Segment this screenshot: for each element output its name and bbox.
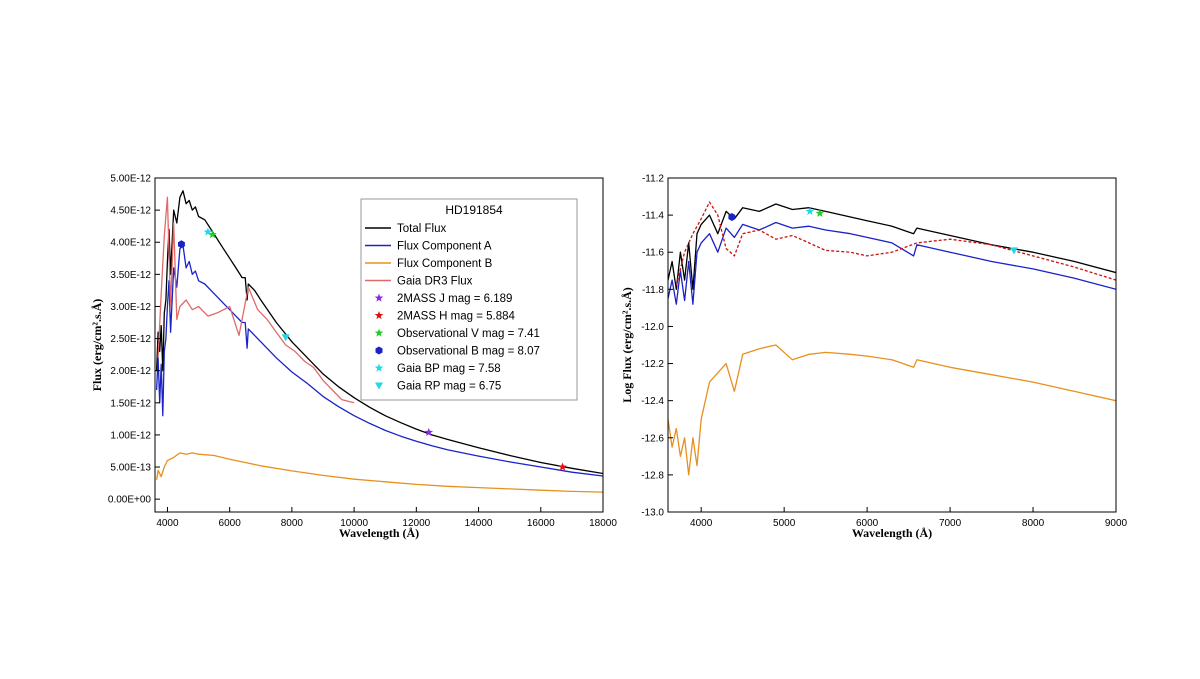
x-tick-label: 5000 [773,518,796,529]
x-axis-label: Wavelength (Å) [339,526,419,540]
series-line-flux-component-a [155,244,603,477]
x-tick-label: 4000 [690,518,713,529]
series-line-flux-component-a [668,221,1116,305]
y-tick-label: -12.8 [641,470,664,481]
y-tick-label: 4.00E-12 [110,238,151,249]
legend-entry-label: Total Flux [397,223,446,235]
data-marker-gaia-bp-mag [805,206,815,215]
x-tick-label: 9000 [1105,518,1128,529]
y-tick-label: 5.00E-12 [110,174,151,185]
legend-entry-label: Flux Component A [397,241,492,253]
y-tick-label: -11.6 [642,248,664,259]
x-tick-label: 6000 [219,518,242,529]
x-tick-label: 6000 [856,518,879,529]
x-tick-label: 8000 [1022,518,1045,529]
data-marker-observational-b-mag [178,240,185,249]
chart-panel-1: 4000 6000 8000 10000 12000 14000 16000 18000 0.0… [90,174,617,541]
x-axis-label: Wavelength (Å) [852,526,932,540]
data-marker-gaia-rp-mag [1009,247,1018,255]
y-axis-label: Flux (erg/cm².s.Å) [90,299,104,392]
x-tick-label: 18000 [589,518,617,529]
legend-swatch-gaia-rp-mag [375,382,383,390]
chart-panel-2: 4000 5000 6000 7000 8000 9000 -13.0 -12.8 -12.6 -… [620,174,1128,541]
y-tick-label: -11.8 [642,285,664,296]
legend-entry-label: Observational B mag = 8.07 [397,346,540,358]
legend-entry-label: 2MASS J mag = 6.189 [397,293,512,305]
legend-swatch-observational-b-mag [375,346,383,355]
y-tick-label: -12.2 [641,359,664,370]
x-tick-label: 4000 [156,518,179,529]
data-marker-2mass-j-mag [424,427,434,436]
data-marker-observational-v-mag [208,230,217,239]
series-group [155,190,603,493]
data-marker-gaia-rp-mag [281,334,290,342]
y-tick-label: 4.50E-12 [110,206,151,217]
y-tick-label: -11.2 [642,174,664,185]
y-tick-label: 3.00E-12 [110,302,151,313]
y-tick-label: -11.4 [642,211,664,222]
series-line-flux-component-b [155,452,603,493]
y-tick-label: 3.50E-12 [110,270,151,281]
y-tick-label: -13.0 [641,508,664,519]
y-tick-label: 5.00E-13 [110,463,151,474]
legend-entry-label: Flux Component B [397,258,493,270]
y-tick-label: -12.6 [641,433,664,444]
data-marker-gaia-bp-mag [203,227,213,236]
series-line-gaia-dr3-flux [675,201,1116,286]
legend-entry-label: Gaia RP mag = 6.75 [397,381,501,393]
legend-entry-label: Gaia BP mag = 7.58 [397,363,501,375]
legend-box [360,198,578,401]
legend-entry-label: Observational V mag = 7.41 [397,328,540,340]
data-marker-observational-v-mag [815,208,825,217]
y-tick-label: 0.00E+00 [108,495,152,506]
legend-swatch-gaia-bp-mag [374,363,384,372]
x-tick-label: 7000 [939,518,962,529]
legend-swatch-observational-v-mag [374,328,384,337]
x-tick-label: 16000 [527,518,555,529]
data-marker-2mass-h-mag [558,462,567,471]
data-marker-observational-b-mag [728,213,736,221]
plot-frame [154,177,604,513]
y-tick-label: 2.00E-12 [110,366,151,377]
chart-legend: HD191854 Total Flux Flux Component A Flux C… [360,198,578,401]
plot-frame [667,177,1117,513]
x-tick-label: 10000 [340,518,368,529]
y-tick-label: -12.4 [641,396,664,407]
x-tick-label: 8000 [281,518,304,529]
y-tick-label: 1.50E-12 [110,398,151,409]
y-tick-label: -12.0 [641,322,664,333]
x-tick-label: 14000 [465,518,493,529]
legend-entry-label: 2MASS H mag = 5.884 [397,311,516,323]
y-axis-label: Log Flux (erg/cm².s.Å) [620,287,634,403]
legend-title: HD191854 [445,203,503,217]
y-tick-label: 2.50E-12 [110,334,151,345]
legend-swatch-2mass-j-mag [374,293,384,302]
legend-swatch-2mass-h-mag [374,311,384,320]
series-line-flux-component-b [668,344,1116,476]
y-tick-label: 1.00E-12 [110,430,151,441]
series-line-total-flux [668,203,1116,290]
series-group [668,201,1116,476]
series-line-gaia-dr3-flux [157,196,355,404]
x-tick-label: 12000 [402,518,430,529]
legend-entry-label: Gaia DR3 Flux [397,276,473,288]
